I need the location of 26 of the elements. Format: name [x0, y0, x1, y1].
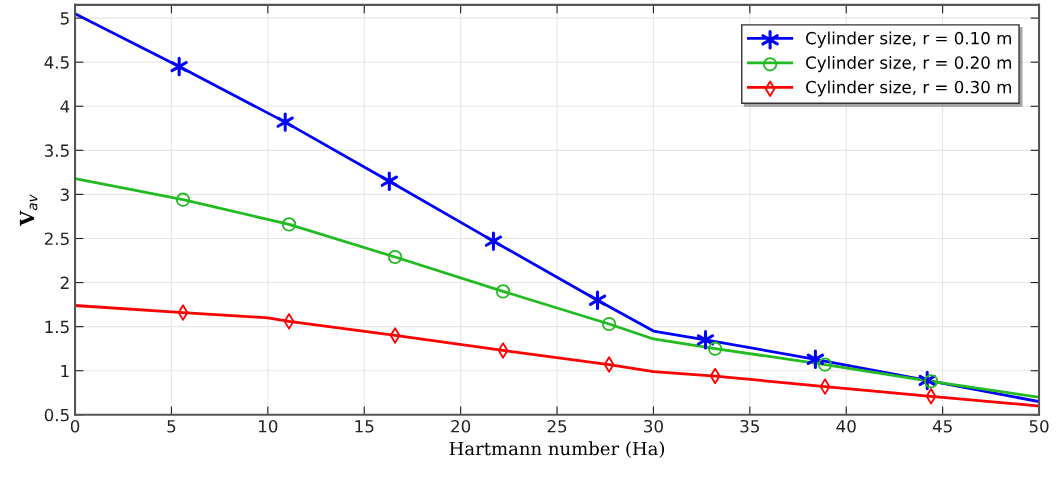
y-tick-label: 2.5 [44, 232, 69, 246]
legend-label: Cylinder size, r = 0.30 m [806, 80, 1011, 97]
x-tick-label: 30 [644, 419, 663, 433]
x-tick-label: 15 [355, 420, 374, 433]
x-tick-label: 5 [167, 420, 176, 433]
y-axis-title: V$_{av}$ [19, 194, 38, 227]
y-tick-label: 0.5 [44, 408, 69, 422]
x-tick-label: 0 [70, 419, 80, 433]
x-tick-label: 35 [740, 419, 759, 433]
x-tick-label: 10 [259, 419, 278, 433]
y-tick-label: 4.5 [44, 56, 69, 69]
y-tick-label: 3.5 [44, 144, 69, 157]
x-tick-label: 40 [836, 419, 856, 433]
y-tick-label: 1.5 [45, 320, 69, 334]
legend-label: Cylinder size, r = 0.20 m [806, 56, 1011, 73]
x-tick-label: 50 [1029, 419, 1049, 433]
x-tick-label: 25 [547, 419, 567, 433]
x-axis-title: Hartmann number (Ha) [449, 441, 665, 458]
x-tick-label: 20 [451, 419, 471, 433]
y-tick-label: 5 [60, 12, 69, 25]
y-tick-label: 2 [60, 276, 69, 289]
y-tick-label: 4 [60, 100, 70, 113]
legend-label: Cylinder size, r = 0.10 m [806, 31, 1011, 48]
x-tick-label: 45 [932, 420, 952, 433]
y-tick-label: 1 [61, 364, 69, 378]
y-tick-label: 3 [60, 188, 69, 201]
